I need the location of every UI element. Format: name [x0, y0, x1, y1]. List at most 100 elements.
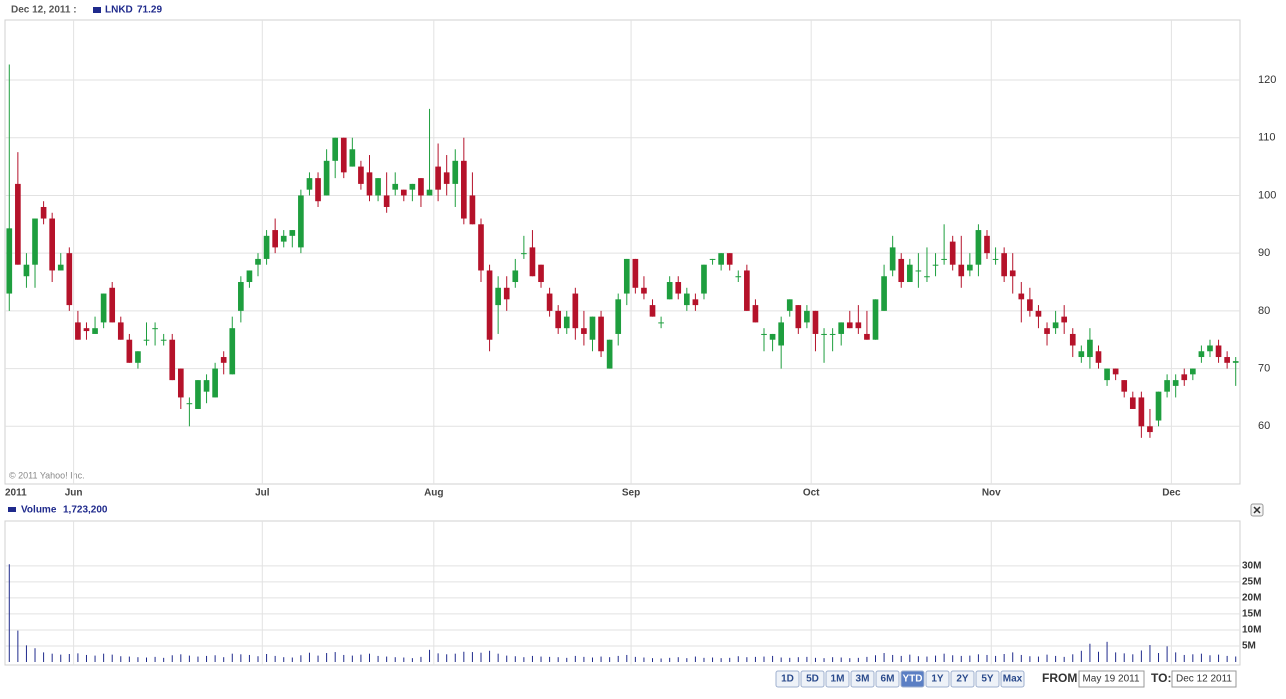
candle-body — [358, 166, 364, 184]
range-button[interactable] — [825, 670, 850, 688]
candle-body — [778, 322, 784, 346]
candle-body — [203, 380, 210, 392]
candle-body — [57, 264, 64, 271]
candle-body — [701, 264, 707, 294]
candle-body — [255, 258, 261, 265]
candle-body — [486, 270, 493, 340]
candle-body — [220, 357, 227, 363]
copyright: © 2011 Yahoo! Inc. — [9, 470, 85, 480]
candle-body — [683, 293, 690, 306]
candle-body — [143, 339, 150, 341]
candle-body — [615, 299, 622, 334]
candle-body — [1035, 310, 1042, 317]
range-button[interactable] — [850, 670, 875, 688]
candle-body — [289, 230, 296, 236]
x-tick-label: Oct — [803, 488, 820, 499]
candle-body — [1069, 333, 1076, 346]
candle-body — [40, 206, 47, 219]
candle-body — [177, 368, 184, 398]
candle-body — [563, 316, 570, 329]
candle-body — [23, 264, 30, 277]
candle-body — [555, 310, 562, 329]
candle-body — [212, 368, 218, 398]
range-button-label[interactable]: 6M — [881, 674, 895, 685]
range-button[interactable] — [975, 670, 1000, 688]
candle-body — [306, 178, 313, 190]
range-button[interactable] — [875, 670, 900, 688]
range-button-label[interactable]: 1D — [781, 674, 794, 685]
range-button[interactable] — [775, 670, 800, 688]
candle-body — [126, 339, 133, 363]
candle-body — [160, 339, 167, 341]
candle-body — [666, 282, 673, 300]
y-tick-label: 100 — [1258, 189, 1276, 201]
candle-body — [238, 282, 244, 311]
range-button-label[interactable]: YTD — [903, 674, 923, 685]
candle-body — [49, 218, 56, 271]
volume-tick-label: 15M — [1242, 609, 1261, 620]
from-value[interactable]: May 19 2011 — [1082, 674, 1140, 685]
range-button[interactable] — [950, 670, 975, 688]
candle-body — [821, 333, 827, 335]
candle-body — [572, 293, 579, 329]
y-tick-label: 110 — [1258, 132, 1276, 144]
close-icon[interactable] — [1253, 506, 1261, 514]
candle-body — [409, 183, 416, 190]
candle-body — [829, 333, 836, 335]
candle-body — [418, 178, 424, 196]
volume-name: Volume — [21, 505, 57, 516]
candle-body — [1189, 368, 1196, 375]
candle-body — [521, 253, 527, 255]
candle-body — [752, 305, 759, 323]
legend-swatch — [93, 7, 101, 13]
candle-body — [606, 339, 613, 369]
candle-body — [332, 137, 339, 161]
to-input[interactable] — [1171, 670, 1237, 688]
range-button-label[interactable]: 1M — [831, 674, 845, 685]
candle-body — [169, 339, 176, 381]
candle-body — [958, 264, 965, 277]
candle-body — [581, 328, 587, 334]
volume-swatch — [8, 507, 16, 512]
candle-body — [15, 183, 21, 265]
range-button[interactable] — [1000, 670, 1025, 688]
candle-body — [495, 287, 501, 306]
range-button-label[interactable]: 1Y — [931, 674, 944, 685]
x-tick-label: Dec — [1162, 488, 1181, 499]
candle-body — [692, 299, 699, 306]
range-button-label[interactable]: 3M — [856, 674, 870, 685]
range-button[interactable] — [925, 670, 950, 688]
candle-body — [889, 247, 896, 271]
candle-body — [512, 270, 519, 283]
candle-body — [744, 270, 750, 311]
volume-tick-label: 30M — [1242, 561, 1261, 572]
range-button-label[interactable]: 5D — [806, 674, 819, 685]
candle-body — [975, 230, 982, 265]
candle-body — [400, 189, 407, 196]
range-button[interactable] — [900, 670, 925, 688]
candle-body — [272, 230, 278, 248]
x-tick-label: Jun — [65, 488, 83, 499]
candle-body — [92, 328, 98, 334]
candle-body — [280, 235, 287, 242]
range-button-label[interactable]: 5Y — [981, 674, 994, 685]
from-input[interactable] — [1078, 670, 1145, 688]
candle-body — [383, 195, 390, 207]
date-label: Dec 12, 2011 : — [11, 5, 77, 16]
candle-body — [538, 264, 544, 283]
y-tick-label: 120 — [1258, 74, 1276, 86]
candle-body — [529, 247, 536, 277]
range-button[interactable] — [800, 670, 825, 688]
candle-body — [1104, 368, 1110, 381]
range-button-label[interactable]: 2Y — [956, 674, 969, 685]
candle-body — [881, 276, 887, 311]
candle-body — [503, 287, 510, 300]
candle-body — [967, 264, 973, 271]
candle-body — [1232, 361, 1239, 363]
to-value[interactable]: Dec 12 2011 — [1176, 674, 1232, 685]
candle-body — [984, 235, 990, 254]
close-button[interactable] — [1250, 503, 1264, 517]
candle-body — [1172, 380, 1179, 386]
range-button-label[interactable]: Max — [1003, 674, 1023, 685]
